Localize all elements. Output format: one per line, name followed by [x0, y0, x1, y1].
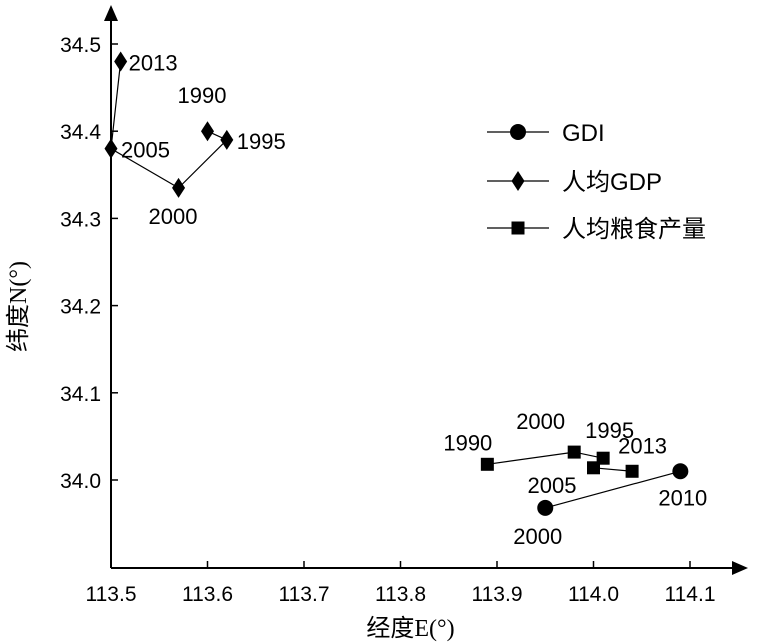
y-tick-label: 34.1 [60, 383, 101, 406]
x-tick-label: 113.7 [279, 583, 330, 606]
legend: GDI 人均GDP 人均粮食产量 [487, 120, 706, 243]
legend-circle-marker [510, 124, 526, 140]
legend-diamond-marker [511, 171, 525, 191]
legend-label: 人均粮食产量 [562, 216, 706, 243]
diamond-point-label: 1990 [178, 83, 227, 108]
x-tick-label: 113.5 [86, 583, 137, 606]
y-tick-label: 34.0 [60, 470, 101, 493]
series-layer [104, 51, 689, 516]
legend-item: 人均GDP [487, 169, 662, 196]
diamond-point-label: 1995 [237, 129, 286, 154]
diamond-point-label: 2013 [129, 50, 178, 75]
legend-label: GDI [562, 120, 605, 147]
square-point-label: 2013 [618, 433, 667, 458]
y-tick-label: 34.5 [60, 34, 101, 57]
axes: 113.5 113.6 113.7 113.8 113.9 114.0 114.1 34.0 3… [5, 5, 748, 642]
x-tick-label: 114.0 [568, 583, 619, 606]
circle-point [672, 463, 689, 480]
diamond-point-label: 2005 [121, 138, 170, 163]
square-point-label: 2000 [516, 409, 565, 434]
diamond-point [114, 51, 128, 72]
circle-point-label: 2000 [513, 524, 562, 549]
x-tick-label: 113.9 [472, 583, 523, 606]
legend-square-marker [511, 221, 525, 235]
square-series-line [487, 451, 633, 472]
diamond-point [220, 129, 234, 150]
x-tick-label: 114.1 [665, 583, 716, 606]
x-axis-arrow [732, 561, 748, 575]
series-square [480, 445, 639, 478]
square-point-label: 1990 [443, 430, 492, 455]
diamond-point [172, 177, 186, 198]
circle-series-line [545, 470, 681, 509]
diamond-point-label: 2000 [149, 204, 198, 229]
legend-item: GDI [487, 120, 605, 147]
series-circle [537, 463, 689, 516]
x-axis-title: 经度E(°) [366, 615, 454, 642]
y-tick-label: 34.2 [60, 296, 101, 319]
square-point [587, 461, 600, 475]
square-point-label: 1995 [585, 418, 634, 443]
y-axis-arrow [104, 5, 118, 21]
y-axis-title: 纬度N(°) [5, 261, 32, 352]
y-tick-label: 34.4 [60, 121, 101, 144]
square-point [480, 457, 494, 471]
legend-label: 人均GDP [562, 169, 662, 196]
legend-item: 人均粮食产量 [487, 216, 706, 243]
y-tick-label: 34.3 [60, 208, 101, 231]
diamond-point [104, 138, 118, 159]
x-tick-label: 113.8 [375, 583, 426, 606]
x-tick-label: 113.6 [182, 583, 233, 606]
series-diamond [104, 51, 234, 198]
circle-point-label: 2010 [658, 485, 707, 510]
diamond-point [201, 121, 214, 142]
square-point [567, 445, 581, 459]
circle-point [537, 499, 554, 516]
square-point-label: 2005 [528, 473, 577, 498]
square-point [625, 464, 639, 478]
